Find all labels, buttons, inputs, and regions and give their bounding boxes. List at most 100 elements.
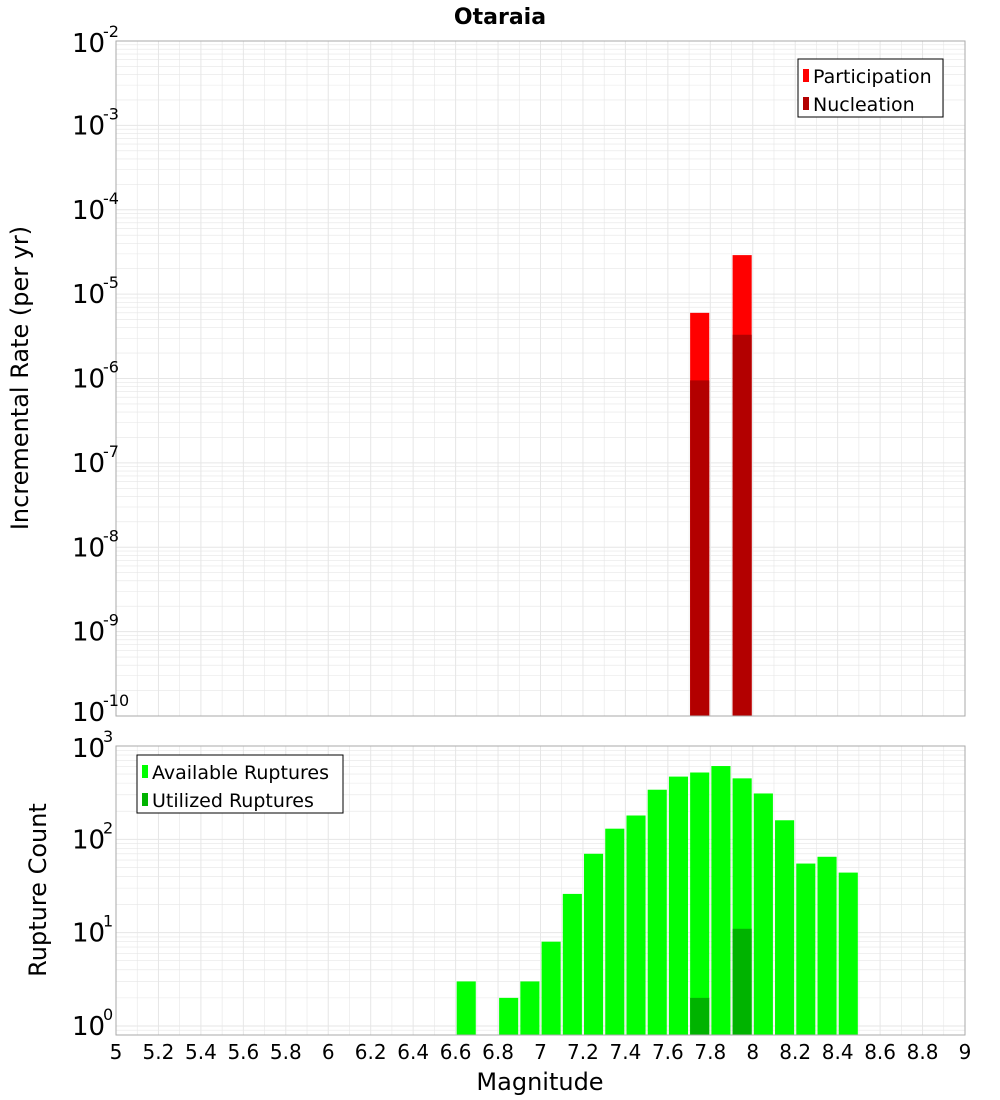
x-tick-label: 7.4 — [609, 1040, 641, 1064]
top-y-tick-exponent: -4 — [103, 189, 119, 208]
bottom-legend-swatch — [142, 765, 148, 778]
bottom-y-tick-base: 10 — [72, 919, 105, 949]
x-tick-label: 5.6 — [227, 1040, 259, 1064]
top-legend-box — [797, 58, 944, 118]
top-y-tick-base: 10 — [72, 196, 105, 226]
available-ruptures-bar — [456, 981, 476, 1035]
top-y-tick-base: 10 — [72, 111, 105, 141]
top-legend-label: Nucleation — [813, 94, 915, 116]
available-ruptures-bar — [562, 893, 582, 1035]
nucleation-bar — [690, 380, 710, 716]
x-tick-label: 8.2 — [779, 1040, 811, 1064]
x-tick-label: 5.2 — [143, 1040, 175, 1064]
bottom-legend-box — [136, 754, 344, 814]
nucleation-bar — [732, 334, 752, 716]
chart-title: Otaraia — [454, 5, 546, 30]
top-y-tick-base: 10 — [72, 618, 105, 648]
utilized-ruptures-bar — [732, 928, 752, 1035]
top-y-tick-label: 10-7 — [72, 442, 119, 479]
top-y-tick-label: 10-3 — [72, 104, 119, 141]
top-y-tick-exponent: -8 — [103, 526, 119, 545]
top-y-tick-exponent: -10 — [103, 691, 129, 710]
bottom-y-tick-base: 10 — [72, 734, 105, 764]
available-ruptures-bar — [626, 815, 646, 1035]
top-legend: Participation Nucleation — [797, 58, 944, 118]
top-y-tick-base: 10 — [72, 365, 105, 395]
x-tick-label: 5 — [110, 1040, 123, 1064]
x-tick-label: 9 — [959, 1040, 972, 1064]
x-tick-label: 6.8 — [482, 1040, 514, 1064]
bottom-plot-frame — [115, 745, 966, 1036]
top-y-tick-label: 10-2 — [72, 22, 119, 59]
available-ruptures-bar — [520, 981, 540, 1035]
bottom-y-tick-base: 10 — [72, 825, 105, 855]
x-tick-label: 5.4 — [185, 1040, 217, 1064]
bottom-y-tick-exponent: 0 — [103, 1005, 113, 1024]
bottom-legend-swatch — [142, 793, 148, 806]
bottom-legend-label: Available Ruptures — [152, 762, 329, 784]
top-y-tick-label: 10-10 — [72, 691, 129, 728]
top-y-tick-exponent: -5 — [103, 273, 119, 292]
top-y-tick-label: 10-5 — [72, 273, 119, 310]
available-ruptures-bar — [668, 776, 689, 1035]
top-y-tick-base: 10 — [72, 533, 105, 563]
top-plot-frame — [115, 40, 966, 717]
top-y-tick-base: 10 — [72, 280, 105, 310]
bottom-y-axis-label: Rupture Count — [24, 803, 52, 977]
top-y-tick-label: 10-8 — [72, 526, 119, 563]
top-y-tick-base: 10 — [72, 29, 105, 59]
available-ruptures-bar — [584, 853, 604, 1035]
top-legend-swatch — [803, 97, 809, 110]
top-y-tick-exponent: -6 — [103, 358, 119, 377]
top-y-tick-exponent: -7 — [103, 442, 119, 461]
top-legend-swatch — [803, 69, 809, 82]
top-legend-label: Participation — [813, 66, 932, 88]
x-tick-label: 6 — [322, 1040, 335, 1064]
top-y-tick-label: 10-6 — [72, 358, 119, 395]
x-tick-label: 6.2 — [355, 1040, 387, 1064]
x-tick-label: 7 — [534, 1040, 547, 1064]
x-tick-label: 8.4 — [822, 1040, 854, 1064]
x-tick-label: 8 — [746, 1040, 759, 1064]
x-tick-label: 6.4 — [397, 1040, 429, 1064]
top-y-tick-base: 10 — [72, 698, 105, 728]
top-y-tick-label: 10-4 — [72, 189, 119, 226]
available-ruptures-bar — [711, 766, 731, 1035]
x-tick-label: 7.8 — [694, 1040, 726, 1064]
bottom-legend: Available Ruptures Utilized Ruptures — [136, 754, 344, 814]
bottom-y-tick-label: 102 — [72, 818, 113, 855]
bottom-y-tick-exponent: 1 — [103, 912, 113, 931]
x-tick-label: 8.8 — [907, 1040, 939, 1064]
available-ruptures-bar — [690, 772, 710, 1035]
available-ruptures-bar — [541, 941, 561, 1035]
top-y-tick-label: 10-9 — [72, 611, 119, 648]
bottom-y-tick-base: 10 — [72, 1012, 105, 1042]
top-y-tick-exponent: -9 — [103, 611, 119, 630]
bottom-y-tick-label: 100 — [72, 1005, 113, 1042]
available-ruptures-bar — [647, 789, 667, 1035]
available-ruptures-bar — [817, 856, 837, 1035]
bottom-y-tick-exponent: 3 — [103, 727, 113, 746]
top-y-tick-exponent: -3 — [103, 104, 119, 123]
available-ruptures-bar — [753, 793, 773, 1035]
x-tick-label: 7.2 — [567, 1040, 599, 1064]
top-y-tick-base: 10 — [72, 449, 105, 479]
bottom-legend-label: Utilized Ruptures — [152, 790, 314, 812]
x-tick-label: 5.8 — [270, 1040, 302, 1064]
available-ruptures-bar — [605, 828, 625, 1035]
x-axis-label: Magnitude — [476, 1068, 603, 1096]
available-ruptures-bar — [499, 997, 519, 1035]
x-tick-label: 7.6 — [652, 1040, 684, 1064]
x-tick-label: 8.6 — [864, 1040, 896, 1064]
bottom-y-tick-exponent: 2 — [103, 818, 113, 837]
x-tick-label: 6.6 — [440, 1040, 472, 1064]
available-ruptures-bar — [796, 863, 816, 1035]
utilized-ruptures-bar — [690, 997, 710, 1035]
top-y-tick-exponent: -2 — [103, 22, 119, 41]
available-ruptures-bar — [775, 820, 795, 1035]
top-y-axis-label: Incremental Rate (per yr) — [6, 226, 34, 530]
bottom-y-tick-label: 103 — [72, 727, 113, 764]
available-ruptures-bar — [838, 872, 858, 1035]
